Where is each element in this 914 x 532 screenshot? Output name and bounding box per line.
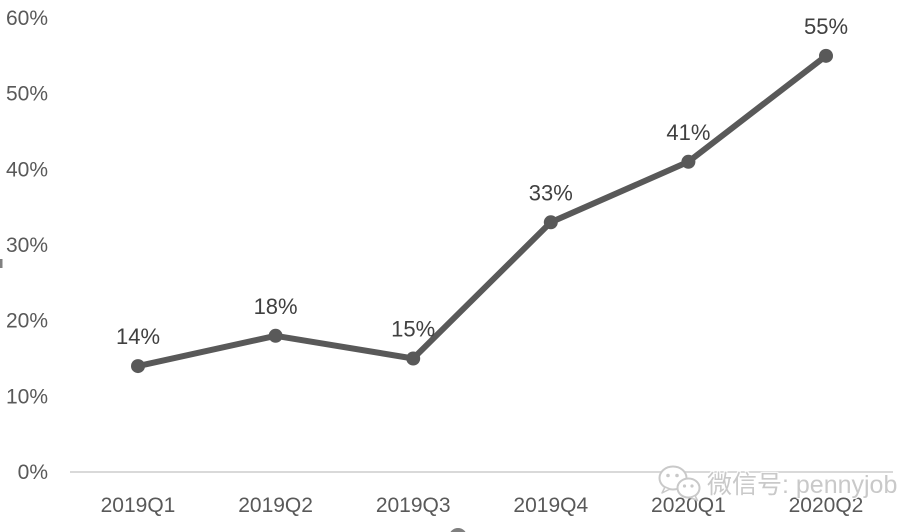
data-label: 55% — [804, 14, 848, 39]
x-axis-label: 2019Q1 — [101, 494, 176, 517]
y-tick-label: 60% — [6, 7, 48, 30]
series-line — [135, 52, 829, 370]
data-label: 15% — [391, 317, 435, 342]
x-axis-label: 2020Q1 — [651, 494, 726, 517]
x-axis-label: 2019Q3 — [376, 494, 451, 517]
data-label: 41% — [666, 120, 710, 145]
x-axis-label: 2019Q4 — [513, 494, 588, 517]
legend-marker-partial — [450, 528, 466, 532]
data-point-marker — [543, 215, 558, 230]
y-tick-label: 40% — [6, 158, 48, 181]
x-axis-label: 2020Q2 — [789, 494, 864, 517]
data-point-marker — [268, 328, 283, 343]
data-point-marker — [681, 154, 696, 169]
y-axis-title-partial — [0, 259, 3, 268]
y-tick-label: 0% — [18, 461, 48, 484]
y-tick-label: 20% — [6, 310, 48, 333]
data-point-marker — [131, 359, 145, 374]
data-label: 33% — [529, 180, 573, 205]
y-tick-label: 10% — [6, 385, 48, 408]
data-label: 18% — [254, 294, 298, 319]
y-tick-label: 50% — [6, 83, 48, 106]
data-point-marker — [406, 351, 421, 366]
x-axis-label: 2019Q2 — [238, 494, 313, 517]
data-point-marker — [819, 48, 833, 63]
data-label: 14% — [116, 324, 160, 349]
y-tick-label: 30% — [6, 234, 48, 257]
